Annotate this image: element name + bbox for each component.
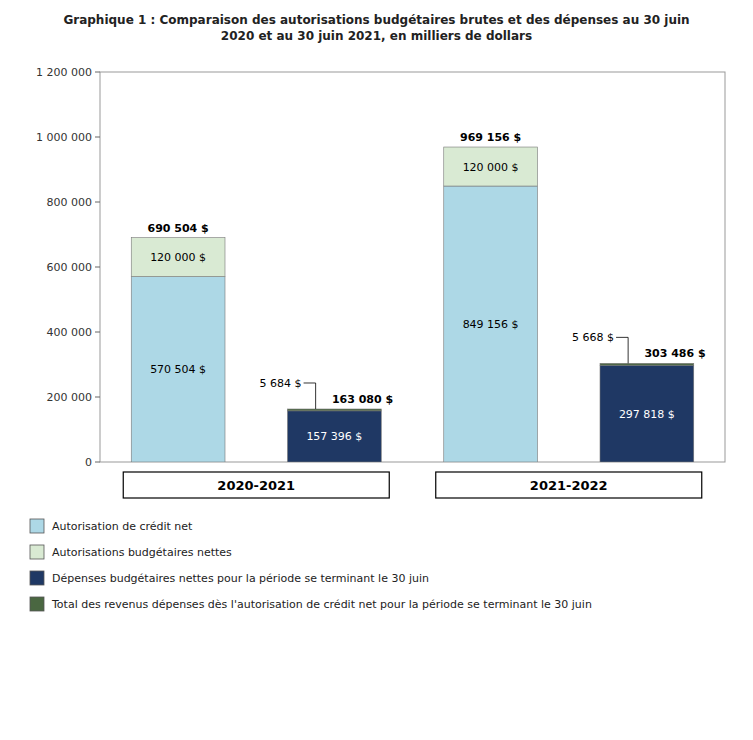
leader-line — [304, 383, 316, 409]
legend-label: Autorisations budgétaires nettes — [52, 546, 232, 559]
y-tick-label: 600 000 — [47, 261, 93, 274]
y-tick — [95, 72, 100, 73]
data-label: 157 396 $ — [306, 430, 362, 443]
y-tick — [95, 267, 100, 268]
total-label: 969 156 $ — [460, 131, 521, 144]
title: Graphique 1 : Comparaison des autorisati… — [63, 13, 689, 43]
legend-swatch — [30, 519, 44, 533]
y-tick — [95, 332, 100, 333]
bar-segment — [131, 238, 225, 277]
y-tick — [95, 202, 100, 203]
data-label: 570 504 $ — [150, 363, 206, 376]
y-tick — [95, 462, 100, 463]
data-label: 5 668 $ — [572, 331, 614, 344]
legend-swatch — [30, 545, 44, 559]
bar-segment — [444, 147, 538, 186]
bar-segment — [600, 365, 694, 462]
category-box — [436, 472, 702, 498]
y-tick — [95, 137, 100, 138]
plot-frame — [100, 72, 725, 462]
total-label: 163 080 $ — [332, 393, 393, 406]
y-tick-label: 200 000 — [47, 391, 93, 404]
data-label: 297 818 $ — [619, 408, 675, 421]
data-label: 120 000 $ — [463, 161, 519, 174]
y-tick-label: 400 000 — [47, 326, 93, 339]
data-label: 5 684 $ — [260, 377, 302, 390]
y-tick-label: 1 200 000 — [36, 66, 92, 79]
chart: Graphique 1 : Comparaison des autorisati… — [0, 0, 753, 740]
bar-segment — [288, 409, 382, 411]
bar-segment — [444, 186, 538, 462]
legend-swatch — [30, 571, 44, 585]
bar-segment — [288, 411, 382, 462]
legend-label: Autorisation de crédit net — [52, 520, 193, 533]
total-label: 690 504 $ — [148, 222, 209, 235]
bars — [131, 147, 694, 462]
y-tick — [95, 397, 100, 398]
total-label: 303 486 $ — [644, 347, 705, 360]
bar-segment — [600, 363, 694, 365]
y-tick-label: 1 000 000 — [36, 131, 92, 144]
data-label: 849 156 $ — [463, 318, 519, 331]
category-box — [123, 472, 389, 498]
legend-label: Dépenses budgétaires nettes pour la péri… — [52, 572, 429, 585]
legend-swatch — [30, 597, 44, 611]
category-label: 2020-2021 — [217, 478, 295, 493]
leader-line — [616, 337, 628, 363]
y-tick-label: 800 000 — [47, 196, 93, 209]
category-label: 2021-2022 — [530, 478, 608, 493]
bar-segment — [131, 277, 225, 462]
data-label: 120 000 $ — [150, 251, 206, 264]
legend-label: Total des revenus dépenses dès l'autoris… — [51, 598, 592, 611]
y-tick-label: 0 — [85, 456, 92, 469]
